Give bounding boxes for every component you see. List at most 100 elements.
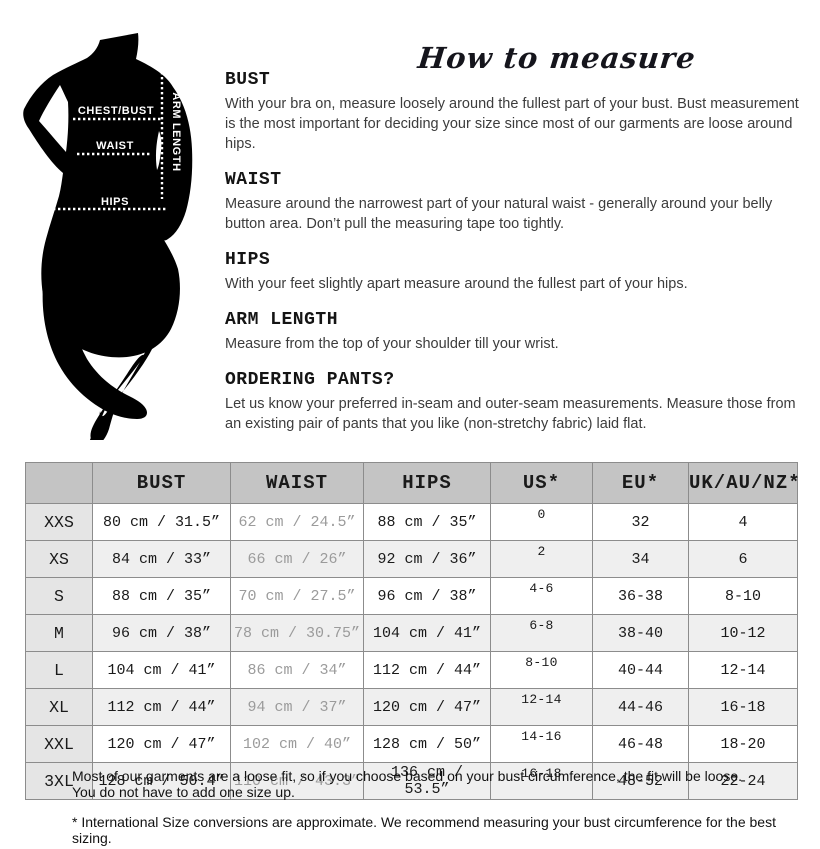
section-bust: BUST With your bra on, measure loosely a… bbox=[225, 70, 819, 154]
us-cell: 8-10 bbox=[490, 651, 593, 689]
section-body-bust: With your bra on, measure loosely around… bbox=[225, 96, 799, 152]
hips-cell: 88 cm / 35” bbox=[363, 503, 491, 541]
arm-sliver-shape bbox=[155, 131, 162, 170]
uk-cell: 22-24 bbox=[688, 762, 798, 800]
hips-cell: 96 cm / 38” bbox=[363, 577, 491, 615]
uk-cell: 4 bbox=[688, 503, 798, 541]
size-cell: XXS bbox=[25, 503, 93, 541]
section-body-ordering-pants: Let us know your preferred in-seam and o… bbox=[225, 396, 796, 432]
header-waist: WAIST bbox=[230, 462, 364, 504]
waist-cell: 70 cm / 27.5” bbox=[230, 577, 364, 615]
header-bust: BUST bbox=[92, 462, 231, 504]
bust-cell: 84 cm / 33” bbox=[92, 540, 231, 578]
section-heading-ordering-pants: ORDERING PANTS? bbox=[225, 370, 395, 390]
chest-bust-label: CHEST/BUST bbox=[78, 105, 154, 117]
waist-cell: 86 cm / 34” bbox=[230, 651, 364, 689]
section-hips: HIPS With your feet slightly apart measu… bbox=[225, 250, 819, 294]
us-cell: 14-16 bbox=[490, 725, 593, 763]
conversion-note: * International Size conversions are app… bbox=[72, 814, 776, 846]
header-eu: EU* bbox=[592, 462, 689, 504]
eu-cell: 32 bbox=[592, 503, 689, 541]
waist-label: WAIST bbox=[96, 140, 134, 152]
section-body-arm-length: Measure from the top of your shoulder ti… bbox=[225, 336, 559, 352]
us-cell: 2 bbox=[490, 540, 593, 578]
waist-cell: 66 cm / 26” bbox=[230, 540, 364, 578]
hips-cell: 136 cm / 53.5” bbox=[363, 762, 491, 800]
size-chart-table: BUST WAIST HIPS US* EU* UK/AU/NZ* XXS 80… bbox=[25, 462, 800, 800]
bust-cell: 128 cm / 50.4” bbox=[92, 762, 231, 800]
uk-cell: 6 bbox=[688, 540, 798, 578]
eu-cell: 44-46 bbox=[592, 688, 689, 726]
size-cell: L bbox=[25, 651, 93, 689]
hips-cell: 104 cm / 41” bbox=[363, 614, 491, 652]
table-row-xs: XS 84 cm / 33” 66 cm / 26” 92 cm / 36” 2… bbox=[25, 540, 798, 578]
hips-cell: 92 cm / 36” bbox=[363, 540, 491, 578]
uk-cell: 10-12 bbox=[688, 614, 798, 652]
silhouette-front-shin bbox=[90, 354, 145, 440]
table-row-m: M 96 cm / 38” 78 cm / 30.75” 104 cm / 41… bbox=[25, 614, 798, 652]
uk-cell: 16-18 bbox=[688, 688, 798, 726]
bust-cell: 120 cm / 47” bbox=[92, 725, 231, 763]
waist-cell: 62 cm / 24.5” bbox=[230, 503, 364, 541]
eu-cell: 34 bbox=[592, 540, 689, 578]
section-heading-hips: HIPS bbox=[225, 250, 271, 270]
arm-gap-shape bbox=[39, 85, 69, 152]
us-cell: 12-14 bbox=[490, 688, 593, 726]
section-body-waist: Measure around the narrowest part of you… bbox=[225, 196, 773, 232]
eu-cell: 40-44 bbox=[592, 651, 689, 689]
us-cell: 0 bbox=[490, 503, 593, 541]
footnotes: Most of our garments are a loose fit, so… bbox=[72, 768, 814, 846]
eu-cell: 48-52 bbox=[592, 762, 689, 800]
bust-cell: 112 cm / 44” bbox=[92, 688, 231, 726]
waist-cell: 78 cm / 30.75” bbox=[230, 614, 364, 652]
section-heading-arm-length: ARM LENGTH bbox=[225, 310, 339, 330]
size-cell: S bbox=[25, 577, 93, 615]
waist-cell: 94 cm / 37” bbox=[230, 688, 364, 726]
bust-cell: 80 cm / 31.5” bbox=[92, 503, 231, 541]
bust-cell: 104 cm / 41” bbox=[92, 651, 231, 689]
eu-cell: 46-48 bbox=[592, 725, 689, 763]
table-row-3xl: 3XL 128 cm / 50.4” 110 cm / 43.3” 136 cm… bbox=[25, 762, 798, 800]
bust-cell: 96 cm / 38” bbox=[92, 614, 231, 652]
header-hips: HIPS bbox=[363, 462, 491, 504]
size-cell: XXL bbox=[25, 725, 93, 763]
section-heading-bust: BUST bbox=[225, 70, 271, 90]
table-row-xxl: XXL 120 cm / 47” 102 cm / 40” 128 cm / 5… bbox=[25, 725, 798, 763]
us-cell: 16-18 bbox=[490, 762, 593, 800]
size-cell: 3XL bbox=[25, 762, 93, 800]
section-heading-waist: WAIST bbox=[225, 170, 282, 190]
waist-cell: 102 cm / 40” bbox=[230, 725, 364, 763]
arm-length-label: ARM LENGTH bbox=[170, 92, 182, 171]
hips-cell: 120 cm / 47” bbox=[363, 688, 491, 726]
us-cell: 6-8 bbox=[490, 614, 593, 652]
uk-cell: 12-14 bbox=[688, 651, 798, 689]
header-uk-au-nz: UK/AU/NZ* bbox=[688, 462, 800, 504]
fit-note-line2: You do not have to add one size up. bbox=[72, 784, 295, 800]
uk-cell: 18-20 bbox=[688, 725, 798, 763]
table-row-xxs: XXS 80 cm / 31.5” 62 cm / 24.5” 88 cm / … bbox=[25, 503, 798, 541]
eu-cell: 36-38 bbox=[592, 577, 689, 615]
size-cell: M bbox=[25, 614, 93, 652]
fit-note-line1: Most of our garments are a loose fit, so… bbox=[72, 768, 743, 784]
section-waist: WAIST Measure around the narrowest part … bbox=[225, 170, 819, 234]
hips-label: HIPS bbox=[101, 196, 129, 208]
table-row-s: S 88 cm / 35” 70 cm / 27.5” 96 cm / 38” … bbox=[25, 577, 798, 615]
section-ordering-pants: ORDERING PANTS? Let us know your preferr… bbox=[225, 370, 819, 434]
size-cell: XS bbox=[25, 540, 93, 578]
us-cell: 4-6 bbox=[490, 577, 593, 615]
measurement-figure: CHEST/BUST WAIST HIPS ARM LENGTH bbox=[13, 25, 223, 440]
table-header-row: BUST WAIST HIPS US* EU* UK/AU/NZ* bbox=[25, 462, 800, 504]
hips-cell: 128 cm / 50” bbox=[363, 725, 491, 763]
bust-cell: 88 cm / 35” bbox=[92, 577, 231, 615]
hips-cell: 112 cm / 44” bbox=[363, 651, 491, 689]
instructions-column: BUST With your bra on, measure loosely a… bbox=[225, 70, 819, 434]
section-arm-length: ARM LENGTH Measure from the top of your … bbox=[225, 310, 819, 354]
uk-cell: 8-10 bbox=[688, 577, 798, 615]
body-silhouette-svg: CHEST/BUST WAIST HIPS ARM LENGTH bbox=[23, 33, 193, 440]
header-us: US* bbox=[490, 462, 593, 504]
eu-cell: 38-40 bbox=[592, 614, 689, 652]
table-row-xl: XL 112 cm / 44” 94 cm / 37” 120 cm / 47”… bbox=[25, 688, 798, 726]
waist-cell: 110 cm / 43.3” bbox=[230, 762, 364, 800]
header-size bbox=[25, 462, 93, 504]
section-body-hips: With your feet slightly apart measure ar… bbox=[225, 276, 688, 292]
